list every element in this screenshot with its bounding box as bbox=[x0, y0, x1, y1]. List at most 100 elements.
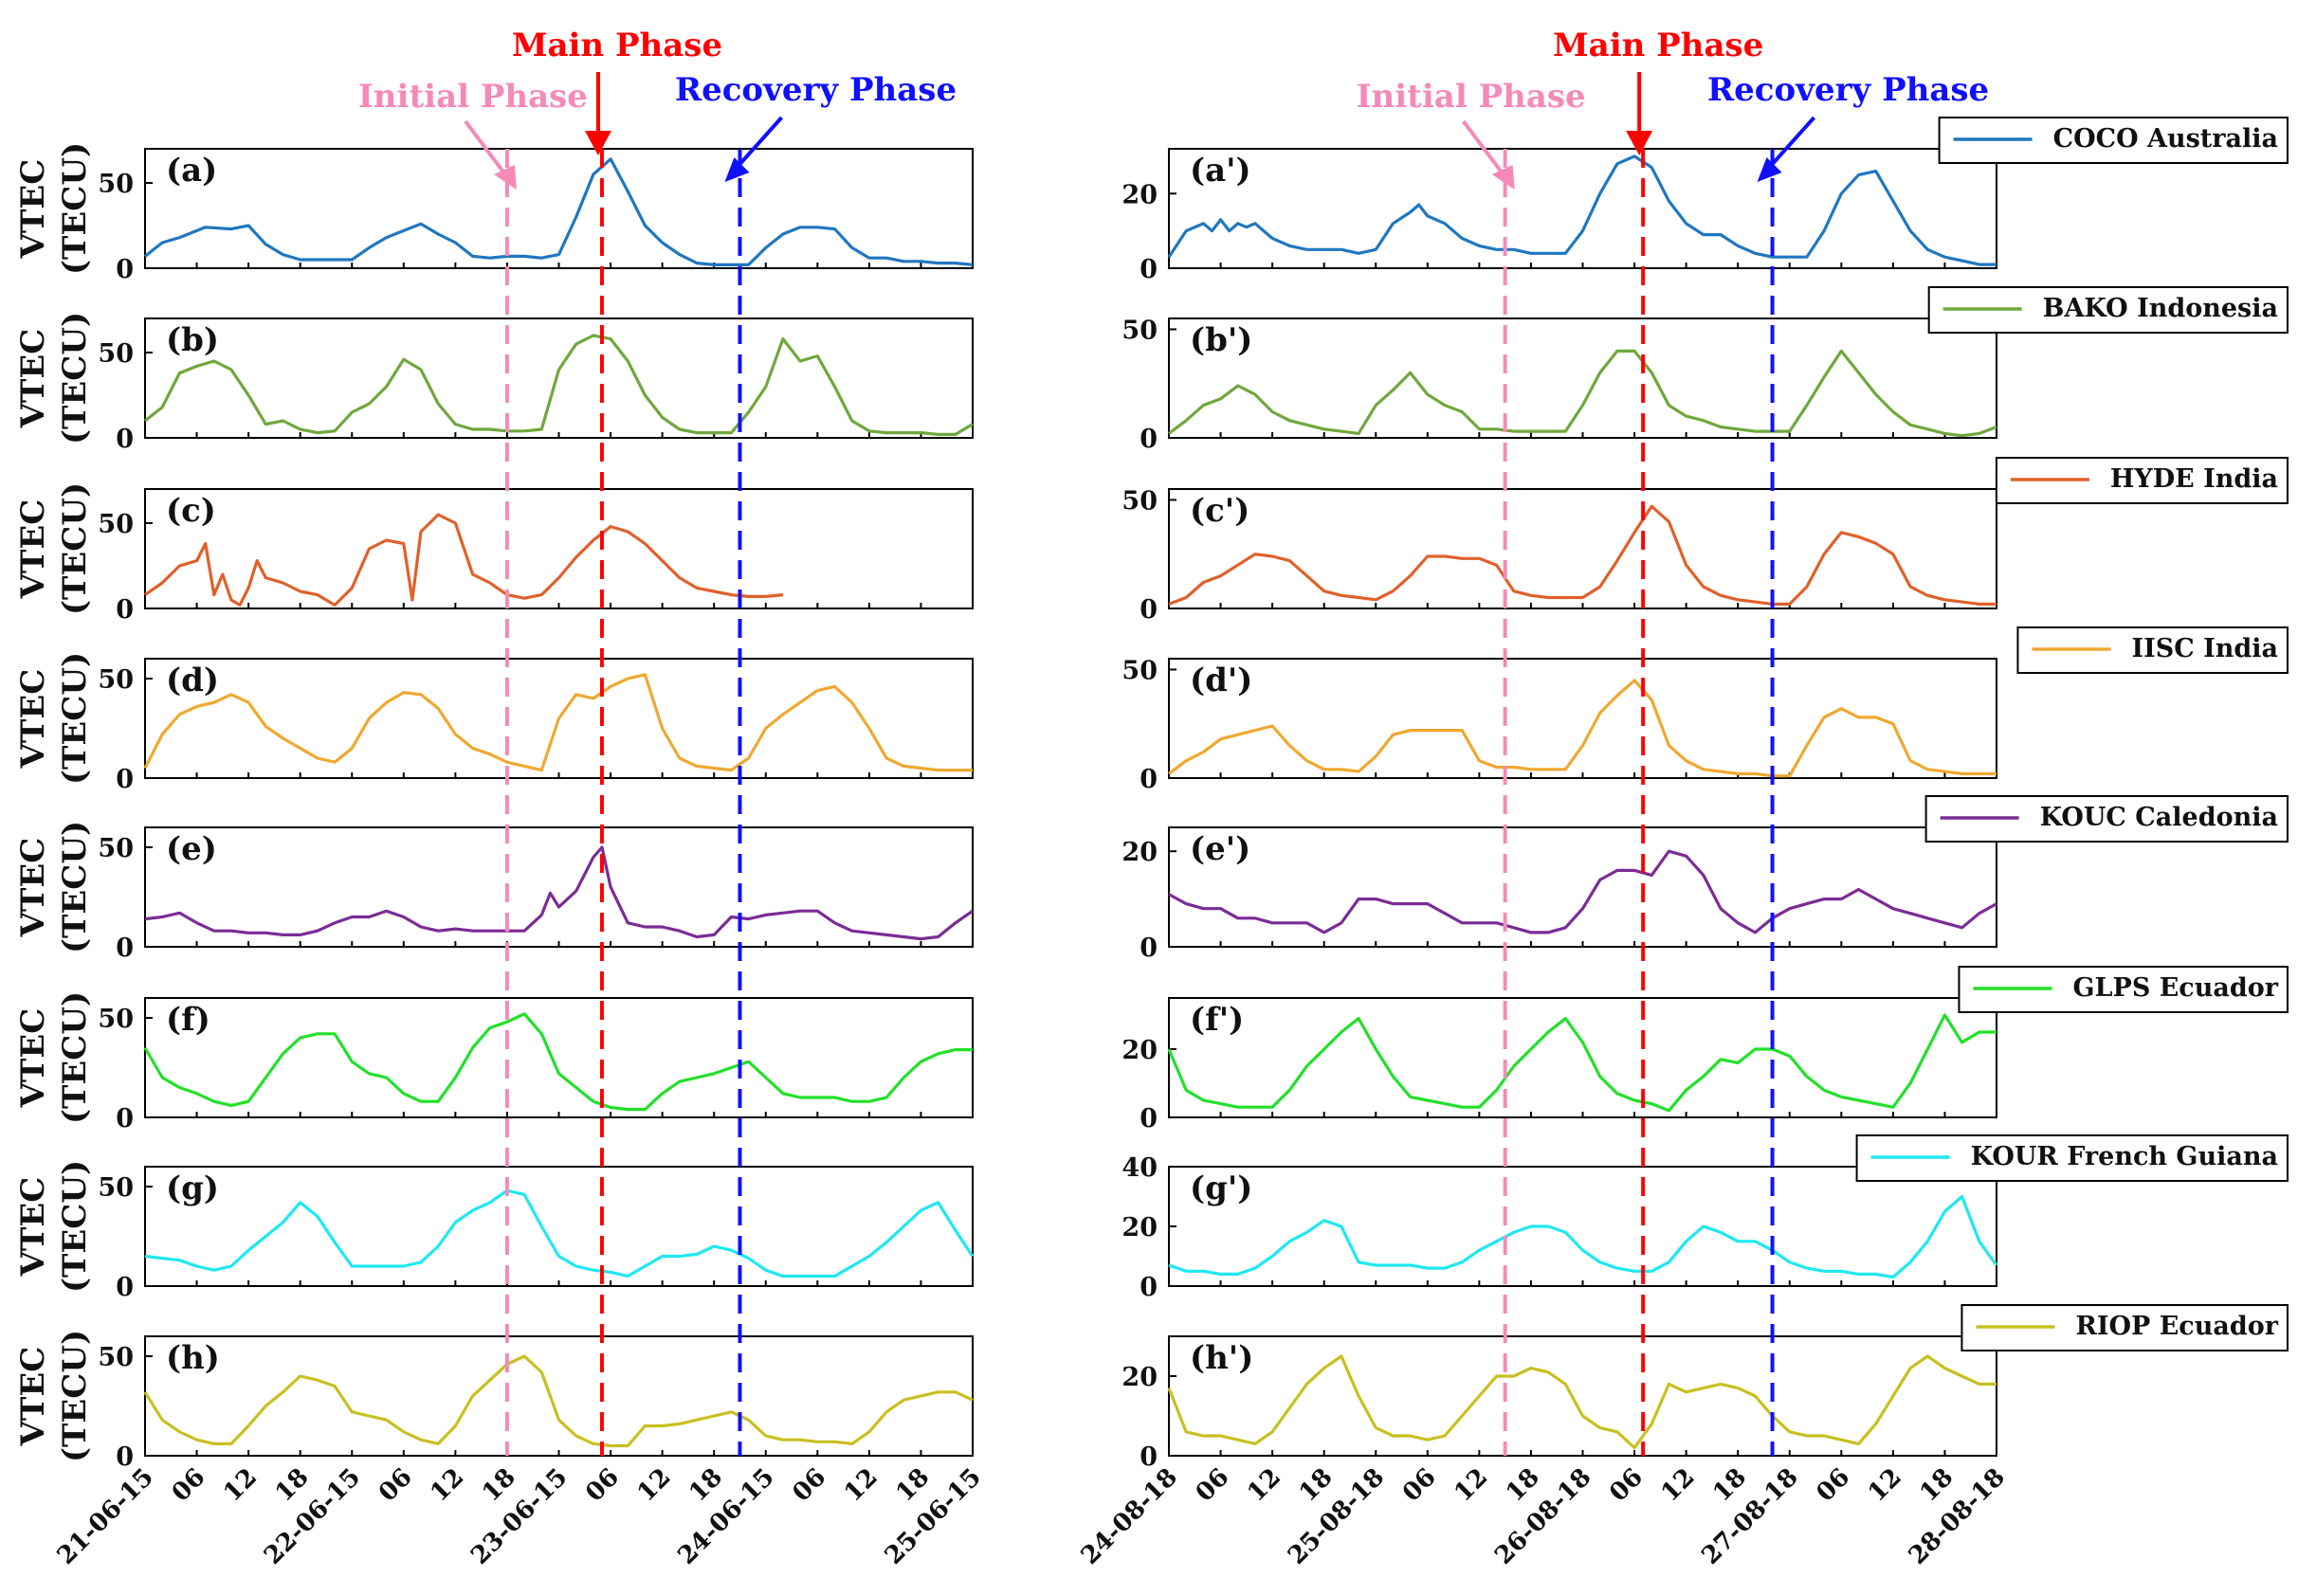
x-tick-label: 12 bbox=[1242, 1463, 1286, 1508]
y-tick-label: 0 bbox=[1140, 1273, 1158, 1302]
y-tick-label: 50 bbox=[98, 1005, 134, 1034]
y-tick-label: 50 bbox=[98, 834, 134, 863]
series-line-iisc-india bbox=[1168, 679, 1997, 778]
panel-b: 0 50 (b) VTEC (TECU) bbox=[14, 312, 974, 454]
panel-frame bbox=[1168, 1166, 1997, 1287]
y-tick-label: 0 bbox=[1140, 1442, 1158, 1472]
x-tick-label: 12 bbox=[1656, 1463, 1701, 1508]
y-tick-label: 0 bbox=[116, 255, 134, 284]
x-tick-label: 06 bbox=[580, 1463, 625, 1508]
arrow-initial-head bbox=[1491, 165, 1515, 190]
x-tick-label: 06 bbox=[1604, 1463, 1649, 1508]
panel-b-prime: 0 50 (b') BAKO Indonesia bbox=[1122, 286, 2289, 454]
panel-label: (c) bbox=[166, 492, 216, 530]
phase-label-initial: Initial Phase bbox=[1357, 78, 1586, 116]
panel-d-prime: 0 50 (d') IISC India bbox=[1122, 626, 2289, 794]
phase-label-main: Main Phase bbox=[1553, 27, 1763, 64]
panel-frame bbox=[144, 826, 974, 948]
chart-august-2018: 0 20 (a') COCO Australia 0 50 (b') BAKO Indones… bbox=[1076, 27, 2289, 1570]
legend-iisc-india: IISC India bbox=[2016, 626, 2289, 674]
panel-g: 0 50 (g) VTEC (TECU) bbox=[14, 1160, 975, 1302]
x-tick-label: 06 bbox=[1397, 1463, 1442, 1508]
panel-c-prime: 0 50 (c') HYDE India bbox=[1122, 457, 2289, 625]
y-axis-label-vtec: VTEC bbox=[14, 669, 52, 770]
series-line-coco-australia bbox=[1167, 154, 1997, 266]
x-tick-label: 27-08-18 bbox=[1696, 1463, 1803, 1570]
y-tick-label: 50 bbox=[98, 1173, 134, 1203]
y-axis-label-vtec: VTEC bbox=[14, 159, 52, 260]
y-tick-label: 50 bbox=[98, 339, 134, 369]
legend-label: BAKO Indonesia bbox=[2043, 294, 2278, 323]
legend-kour-french-guiana: KOUR French Guiana bbox=[1855, 1134, 2289, 1182]
y-tick-label: 20 bbox=[1122, 1213, 1158, 1242]
y-tick-label: 0 bbox=[1140, 765, 1158, 794]
x-tick-label: 12 bbox=[426, 1463, 470, 1508]
y-tick-label: 50 bbox=[98, 665, 134, 695]
x-tick-label: 06 bbox=[167, 1463, 211, 1508]
y-tick-label: 0 bbox=[1140, 425, 1158, 454]
series-line-riop-ecuador bbox=[1167, 1354, 1997, 1450]
panel-label: (e) bbox=[166, 830, 217, 868]
legend-label: KOUR French Guiana bbox=[1971, 1142, 2278, 1171]
y-tick-label: 0 bbox=[116, 1273, 134, 1302]
panel-c: 0 50 (c) VTEC (TECU) bbox=[14, 482, 974, 625]
panel-a: 0 50 (a) VTEC (TECU) bbox=[14, 142, 974, 284]
legend-bako-indonesia: BAKO Indonesia bbox=[1927, 286, 2289, 334]
panel-frame bbox=[1168, 488, 1997, 609]
y-tick-label: 0 bbox=[116, 934, 134, 963]
x-tick-label: 06 bbox=[1811, 1463, 1855, 1508]
series-line-iisc-india bbox=[143, 673, 973, 772]
x-tick-label: 12 bbox=[1450, 1463, 1494, 1508]
panel-frame bbox=[144, 488, 974, 609]
y-tick-label: 50 bbox=[98, 510, 134, 539]
panel-f-prime: 0 20 (f') GLPS Ecuador bbox=[1122, 966, 2289, 1134]
y-tick-label: 50 bbox=[1122, 486, 1158, 516]
y-axis-label-vtec: VTEC bbox=[14, 838, 52, 938]
arrow-initial-head bbox=[493, 165, 517, 190]
y-tick-label: 20 bbox=[1122, 1363, 1158, 1392]
series-line-glps-ecuador bbox=[1167, 1013, 1997, 1113]
panel-frame bbox=[1168, 997, 1997, 1118]
panel-frame bbox=[144, 148, 974, 269]
panel-label: (a') bbox=[1190, 152, 1251, 190]
panel-label: (a) bbox=[166, 152, 217, 190]
legend-riop-ecuador: RIOP Ecuador bbox=[1960, 1304, 2289, 1351]
x-tick-label: 21-06-15 bbox=[52, 1463, 159, 1570]
panel-f: 0 50 (f) VTEC (TECU) bbox=[14, 991, 974, 1134]
y-tick-label: 50 bbox=[1122, 316, 1158, 345]
panel-h-prime: 0 20 (h') RIOP Ecuador bbox=[1122, 1304, 2289, 1472]
series-line-kour-french-guiana bbox=[1168, 1194, 1998, 1279]
panel-label: (c') bbox=[1190, 492, 1249, 530]
legend-hyde-india: HYDE India bbox=[1995, 457, 2289, 504]
y-tick-label: 0 bbox=[1140, 934, 1158, 963]
panel-label: (g) bbox=[166, 1170, 219, 1207]
series-line-hyde-india bbox=[144, 513, 784, 607]
y-tick-label: 0 bbox=[116, 1104, 134, 1134]
y-tick-label: 20 bbox=[1122, 838, 1158, 867]
panel-h: 0 50 (h) VTEC (TECU) bbox=[14, 1330, 974, 1472]
legend-coco-australia: COCO Australia bbox=[1938, 117, 2289, 164]
arrow-main-head bbox=[1626, 131, 1653, 155]
panel-frame bbox=[1168, 317, 1997, 439]
y-tick-label: 50 bbox=[1122, 656, 1158, 685]
panel-frame bbox=[144, 1335, 974, 1457]
x-tick-label: 22-06-15 bbox=[259, 1463, 366, 1570]
y-tick-label: 50 bbox=[98, 1343, 134, 1372]
y-axis-label-tecu: (TECU) bbox=[56, 482, 94, 615]
y-tick-label: 0 bbox=[1140, 1104, 1158, 1134]
panel-frame bbox=[144, 317, 974, 439]
series-line-bako-indonesia bbox=[1168, 349, 1997, 438]
series-line-kouc-caledonia bbox=[1168, 849, 1997, 934]
y-axis-label-vtec: VTEC bbox=[14, 329, 52, 429]
x-tick-label: 26-08-18 bbox=[1489, 1463, 1596, 1570]
panel-label: (d) bbox=[166, 662, 219, 699]
series-line-kouc-caledonia bbox=[144, 845, 974, 941]
x-tick-label: 12 bbox=[839, 1463, 884, 1508]
phase-label-initial: Initial Phase bbox=[358, 78, 588, 116]
y-axis-label-vtec: VTEC bbox=[14, 499, 52, 600]
series-line-hyde-india bbox=[1168, 504, 1997, 606]
x-tick-label: 23-06-15 bbox=[465, 1463, 573, 1570]
legend-box bbox=[1927, 286, 2289, 334]
x-tick-label: 24-06-15 bbox=[672, 1463, 779, 1570]
legend-label: RIOP Ecuador bbox=[2075, 1312, 2278, 1341]
